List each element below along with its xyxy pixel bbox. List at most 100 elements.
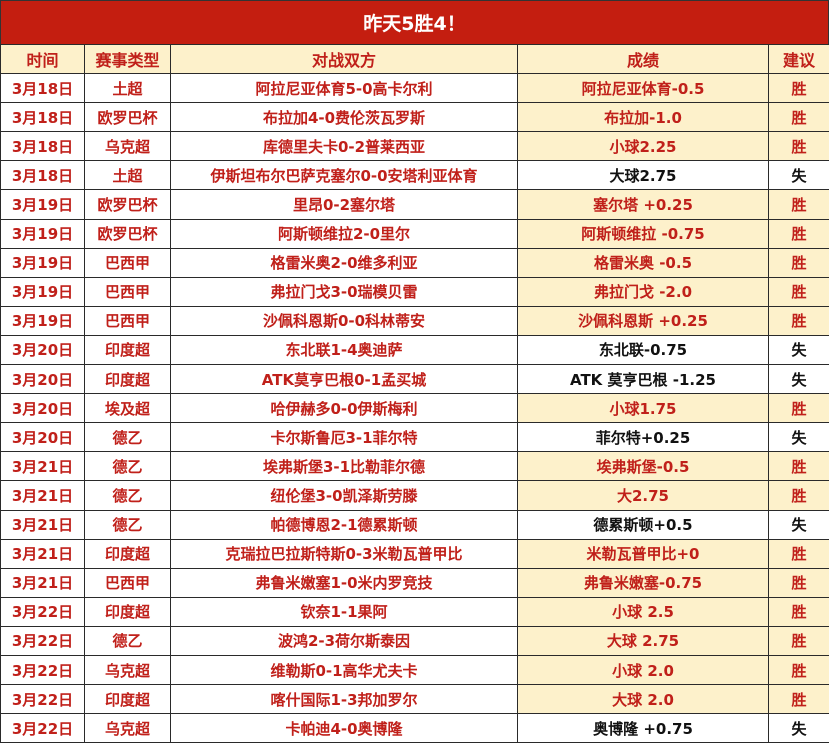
date-cell: 3月19日 bbox=[0, 305, 85, 336]
date-cell: 3月21日 bbox=[0, 480, 85, 511]
table-row: 3月21日 印度超 克瑞拉巴拉斯特斯0-3米勒瓦普甲比 米勒瓦普甲比+0 胜 bbox=[0, 538, 829, 569]
date-cell: 3月20日 bbox=[0, 393, 85, 424]
verdict-cell: 失 bbox=[768, 509, 829, 540]
verdict-cell: 失 bbox=[768, 713, 829, 743]
date-cell: 3月22日 bbox=[0, 596, 85, 627]
league-cell: 巴西甲 bbox=[84, 305, 171, 336]
league-cell: 印度超 bbox=[84, 684, 171, 715]
league-cell: 德乙 bbox=[84, 451, 171, 482]
date-cell: 3月19日 bbox=[0, 276, 85, 307]
table-row: 3月19日 巴西甲 弗拉门戈3-0瑞模贝雷 弗拉门戈 -2.0 胜 bbox=[0, 276, 829, 307]
league-cell: 土超 bbox=[84, 160, 171, 191]
match-cell: ATK莫亨巴根0-1孟买城 bbox=[170, 364, 518, 395]
verdict-cell: 胜 bbox=[768, 131, 829, 162]
header-row: 时间 赛事类型 对战双方 成绩 建议 bbox=[0, 43, 829, 75]
date-cell: 3月18日 bbox=[0, 160, 85, 191]
result-cell: 大球 2.0 bbox=[517, 684, 769, 715]
league-cell: 印度超 bbox=[84, 364, 171, 395]
result-cell: 格雷米奥 -0.5 bbox=[517, 247, 769, 278]
league-cell: 德乙 bbox=[84, 625, 171, 656]
table-row: 3月19日 巴西甲 沙佩科恩斯0-0科林蒂安 沙佩科恩斯 +0.25 胜 bbox=[0, 305, 829, 336]
table-row: 3月19日 巴西甲 格雷米奥2-0维多利亚 格雷米奥 -0.5 胜 bbox=[0, 247, 829, 278]
result-cell: 小球 2.5 bbox=[517, 596, 769, 627]
verdict-cell: 胜 bbox=[768, 480, 829, 511]
result-cell: 小球2.25 bbox=[517, 131, 769, 162]
match-cell: 克瑞拉巴拉斯特斯0-3米勒瓦普甲比 bbox=[170, 538, 518, 569]
match-cell: 格雷米奥2-0维多利亚 bbox=[170, 247, 518, 278]
table-row: 3月20日 印度超 东北联1-4奥迪萨 东北联-0.75 失 bbox=[0, 334, 829, 366]
match-cell: 波鸿2-3荷尔斯泰因 bbox=[170, 625, 518, 656]
match-cell: 钦奈1-1果阿 bbox=[170, 596, 518, 627]
verdict-cell: 胜 bbox=[768, 247, 829, 278]
date-cell: 3月20日 bbox=[0, 364, 85, 395]
match-cell: 库德里夫卡0-2普莱西亚 bbox=[170, 131, 518, 162]
league-cell: 乌克超 bbox=[84, 713, 171, 743]
table-row: 3月21日 巴西甲 弗鲁米嫩塞1-0米内罗竞技 弗鲁米嫩塞-0.75 胜 bbox=[0, 567, 829, 598]
date-cell: 3月19日 bbox=[0, 247, 85, 278]
match-cell: 维勒斯0-1高华尤夫卡 bbox=[170, 654, 518, 686]
league-cell: 埃及超 bbox=[84, 393, 171, 424]
verdict-cell: 胜 bbox=[768, 189, 829, 220]
league-cell: 土超 bbox=[84, 73, 171, 104]
table-row: 3月19日 欧罗巴杯 阿斯顿维拉2-0里尔 阿斯顿维拉 -0.75 胜 bbox=[0, 218, 829, 249]
table-row: 3月22日 印度超 钦奈1-1果阿 小球 2.5 胜 bbox=[0, 596, 829, 627]
date-cell: 3月18日 bbox=[0, 73, 85, 104]
header-match: 对战双方 bbox=[170, 43, 518, 75]
results-table: 时间 赛事类型 对战双方 成绩 建议 3月18日 土超 阿拉尼亚体育5-0高卡尔利阿… bbox=[0, 43, 829, 743]
result-cell: 小球 2.0 bbox=[517, 654, 769, 686]
match-cell: 帕德博恩2-1德累斯顿 bbox=[170, 509, 518, 540]
table-row: 3月22日 印度超 喀什国际1-3邦加罗尔 大球 2.0 胜 bbox=[0, 684, 829, 715]
match-cell: 里昂0-2塞尔塔 bbox=[170, 189, 518, 220]
match-cell: 埃弗斯堡3-1比勒菲尔德 bbox=[170, 451, 518, 482]
result-cell: 埃弗斯堡-0.5 bbox=[517, 451, 769, 482]
result-cell: 大球2.75 bbox=[517, 160, 769, 191]
league-cell: 巴西甲 bbox=[84, 567, 171, 598]
result-cell: 奥博隆 +0.75 bbox=[517, 713, 769, 743]
table-row: 3月19日 欧罗巴杯 里昂0-2塞尔塔 塞尔塔 +0.25 胜 bbox=[0, 189, 829, 220]
header-result: 成绩 bbox=[517, 43, 769, 75]
table-row: 3月21日 德乙 埃弗斯堡3-1比勒菲尔德 埃弗斯堡-0.5 胜 bbox=[0, 451, 829, 482]
date-cell: 3月21日 bbox=[0, 567, 85, 598]
verdict-cell: 胜 bbox=[768, 276, 829, 307]
result-cell: 大2.75 bbox=[517, 480, 769, 511]
date-cell: 3月22日 bbox=[0, 713, 85, 743]
match-cell: 布拉加4-0费伦茨瓦罗斯 bbox=[170, 102, 518, 133]
match-cell: 阿拉尼亚体育5-0高卡尔利 bbox=[170, 73, 518, 104]
match-cell: 弗鲁米嫩塞1-0米内罗竞技 bbox=[170, 567, 518, 598]
league-cell: 德乙 bbox=[84, 480, 171, 511]
table-row: 3月22日 德乙 波鸿2-3荷尔斯泰因 大球 2.75 胜 bbox=[0, 625, 829, 656]
verdict-cell: 失 bbox=[768, 160, 829, 191]
table-row: 3月21日 德乙 帕德博恩2-1德累斯顿 德累斯顿+0.5 失 bbox=[0, 509, 829, 540]
league-cell: 欧罗巴杯 bbox=[84, 189, 171, 220]
league-cell: 印度超 bbox=[84, 334, 171, 366]
match-cell: 喀什国际1-3邦加罗尔 bbox=[170, 684, 518, 715]
verdict-cell: 失 bbox=[768, 334, 829, 366]
match-cell: 哈伊赫多0-0伊斯梅利 bbox=[170, 393, 518, 424]
league-cell: 印度超 bbox=[84, 596, 171, 627]
result-cell: 塞尔塔 +0.25 bbox=[517, 189, 769, 220]
header-date: 时间 bbox=[0, 43, 85, 75]
league-cell: 印度超 bbox=[84, 538, 171, 569]
result-cell: ATK 莫亨巴根 -1.25 bbox=[517, 364, 769, 395]
table-row: 3月22日 乌克超 维勒斯0-1高华尤夫卡 小球 2.0 胜 bbox=[0, 654, 829, 686]
result-cell: 布拉加-1.0 bbox=[517, 102, 769, 133]
table-row: 3月18日 欧罗巴杯 布拉加4-0费伦茨瓦罗斯 布拉加-1.0 胜 bbox=[0, 102, 829, 133]
match-cell: 伊斯坦布尔巴萨克塞尔0-0安塔利亚体育 bbox=[170, 160, 518, 191]
date-cell: 3月18日 bbox=[0, 131, 85, 162]
match-cell: 纽伦堡3-0凯泽斯劳滕 bbox=[170, 480, 518, 511]
date-cell: 3月21日 bbox=[0, 538, 85, 569]
date-cell: 3月21日 bbox=[0, 509, 85, 540]
date-cell: 3月19日 bbox=[0, 218, 85, 249]
table-row: 3月20日 德乙 卡尔斯鲁厄3-1菲尔特 菲尔特+0.25 失 bbox=[0, 422, 829, 453]
verdict-cell: 胜 bbox=[768, 596, 829, 627]
header-league: 赛事类型 bbox=[84, 43, 171, 75]
verdict-cell: 胜 bbox=[768, 684, 829, 715]
table-row: 3月18日 土超 伊斯坦布尔巴萨克塞尔0-0安塔利亚体育 大球2.75 失 bbox=[0, 160, 829, 191]
header-verdict: 建议 bbox=[768, 43, 829, 75]
match-cell: 卡尔斯鲁厄3-1菲尔特 bbox=[170, 422, 518, 453]
verdict-cell: 胜 bbox=[768, 305, 829, 336]
verdict-cell: 胜 bbox=[768, 218, 829, 249]
verdict-cell: 胜 bbox=[768, 538, 829, 569]
verdict-cell: 胜 bbox=[768, 73, 829, 104]
result-cell: 弗拉门戈 -2.0 bbox=[517, 276, 769, 307]
